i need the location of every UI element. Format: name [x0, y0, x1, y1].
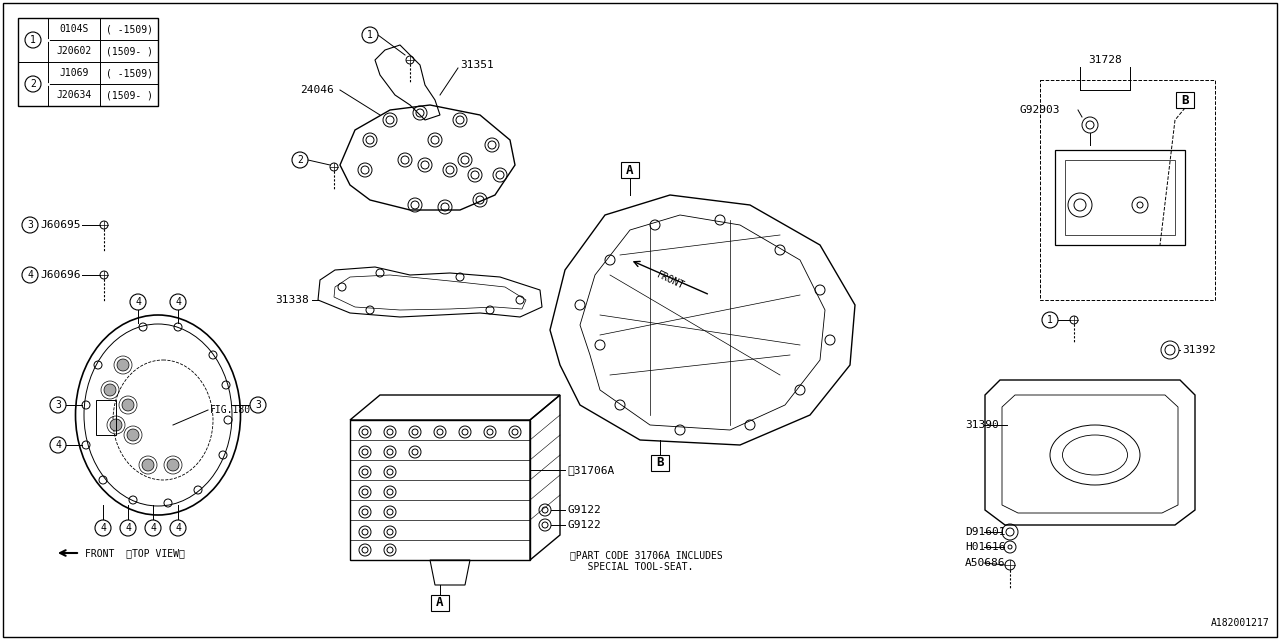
- Circle shape: [170, 294, 186, 310]
- Circle shape: [292, 152, 308, 168]
- Text: D91601: D91601: [965, 527, 1006, 537]
- Circle shape: [22, 267, 38, 283]
- Circle shape: [127, 429, 140, 441]
- Text: 2: 2: [29, 79, 36, 89]
- Text: H01616: H01616: [965, 542, 1006, 552]
- Text: 4: 4: [125, 523, 131, 533]
- Text: 3: 3: [27, 220, 33, 230]
- Circle shape: [116, 359, 129, 371]
- Text: 1: 1: [367, 30, 372, 40]
- Text: (1509- ): (1509- ): [105, 46, 152, 56]
- Circle shape: [145, 520, 161, 536]
- Text: G9122: G9122: [567, 520, 600, 530]
- Text: 3: 3: [55, 400, 61, 410]
- Text: 1: 1: [29, 35, 36, 45]
- Circle shape: [122, 399, 134, 411]
- Text: 0104S: 0104S: [59, 24, 88, 34]
- Text: FRONT  〈TOP VIEW〉: FRONT 〈TOP VIEW〉: [84, 548, 184, 558]
- Text: ※PART CODE 31706A INCLUDES
   SPECIAL TOOL-SEAT.: ※PART CODE 31706A INCLUDES SPECIAL TOOL-…: [570, 550, 723, 572]
- Text: FIG.180: FIG.180: [210, 405, 251, 415]
- Text: 31728: 31728: [1088, 55, 1121, 65]
- Text: (1509- ): (1509- ): [105, 90, 152, 100]
- Text: A50686: A50686: [965, 558, 1006, 568]
- Text: 4: 4: [55, 440, 61, 450]
- Text: 24046: 24046: [300, 85, 334, 95]
- Text: 31390: 31390: [965, 420, 998, 430]
- Circle shape: [131, 294, 146, 310]
- Circle shape: [50, 397, 67, 413]
- Circle shape: [104, 384, 116, 396]
- Text: B: B: [657, 456, 664, 470]
- Text: 1: 1: [1047, 315, 1053, 325]
- Text: 4: 4: [175, 523, 180, 533]
- Text: G9122: G9122: [567, 505, 600, 515]
- Circle shape: [170, 520, 186, 536]
- Bar: [1065, 160, 1175, 235]
- Text: 4: 4: [27, 270, 33, 280]
- Circle shape: [166, 459, 179, 471]
- Text: FRONT: FRONT: [654, 269, 685, 291]
- Text: ( -1509): ( -1509): [105, 68, 152, 78]
- Circle shape: [95, 520, 111, 536]
- Text: ( -1509): ( -1509): [105, 24, 152, 34]
- Text: 31392: 31392: [1181, 345, 1216, 355]
- Circle shape: [26, 32, 41, 48]
- Bar: [1176, 92, 1194, 108]
- Text: J60696: J60696: [40, 270, 81, 280]
- Text: 4: 4: [175, 297, 180, 307]
- Text: 4: 4: [136, 297, 141, 307]
- Text: 3: 3: [255, 400, 261, 410]
- Circle shape: [22, 217, 38, 233]
- Circle shape: [250, 397, 266, 413]
- Text: ※31706A: ※31706A: [567, 465, 614, 475]
- Circle shape: [1042, 312, 1059, 328]
- Text: 31338: 31338: [275, 295, 308, 305]
- Text: 4: 4: [150, 523, 156, 533]
- Circle shape: [110, 419, 122, 431]
- Circle shape: [142, 459, 154, 471]
- Text: 31351: 31351: [460, 60, 494, 70]
- Text: 2: 2: [297, 155, 303, 165]
- Text: A182001217: A182001217: [1211, 618, 1270, 628]
- Text: A: A: [436, 596, 444, 609]
- Circle shape: [362, 27, 378, 43]
- Bar: [1055, 150, 1185, 245]
- Bar: [652, 455, 669, 471]
- Bar: [431, 595, 449, 611]
- Circle shape: [120, 520, 136, 536]
- Text: J1069: J1069: [59, 68, 88, 78]
- Text: J20634: J20634: [56, 90, 92, 100]
- Text: B: B: [1181, 93, 1189, 106]
- Text: G92903: G92903: [1020, 105, 1061, 115]
- Bar: [18, 18, 157, 106]
- Bar: [96, 400, 116, 435]
- Text: J60695: J60695: [40, 220, 81, 230]
- Text: 4: 4: [100, 523, 106, 533]
- Text: A: A: [626, 163, 634, 177]
- Circle shape: [50, 437, 67, 453]
- Circle shape: [26, 76, 41, 92]
- Text: J20602: J20602: [56, 46, 92, 56]
- Bar: [1039, 80, 1215, 300]
- Bar: [621, 162, 639, 178]
